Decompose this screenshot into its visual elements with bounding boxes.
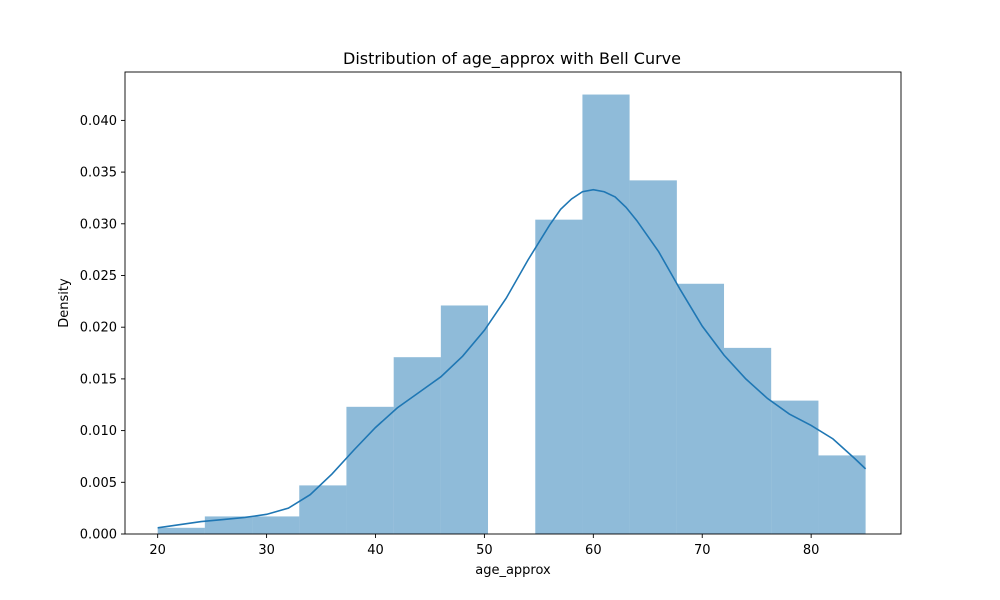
kde-curve [157, 188, 867, 529]
y-tick-label: 0.000 [80, 528, 117, 543]
x-tick-label: 80 [803, 543, 820, 558]
histogram-bar [629, 180, 677, 534]
histogram-bar [535, 219, 583, 534]
x-axis-ticks: 20 30 40 50 60 70 80 [149, 534, 819, 558]
histogram-bar [582, 94, 630, 534]
x-axis-label: age_approx [475, 563, 551, 578]
y-tick-label: 0.020 [80, 321, 117, 336]
histogram-bar [252, 516, 300, 534]
y-tick-label: 0.035 [80, 166, 117, 181]
histogram-bar [157, 527, 205, 534]
x-tick-label: 30 [258, 543, 275, 558]
x-tick-label: 20 [149, 543, 166, 558]
histogram-bar [771, 400, 819, 534]
y-tick-label: 0.030 [80, 217, 117, 232]
x-tick-label: 50 [476, 543, 493, 558]
y-tick-label: 0.005 [80, 476, 117, 491]
y-tick-label: 0.040 [80, 114, 117, 129]
x-tick-label: 60 [585, 543, 602, 558]
y-axis-label: Density [57, 278, 72, 328]
histogram-bar [818, 455, 866, 534]
y-tick-label: 0.010 [80, 424, 117, 439]
plot-frame [124, 71, 902, 535]
x-tick-label: 40 [367, 543, 384, 558]
histogram-bar [299, 485, 347, 534]
y-tick-label: 0.015 [80, 372, 117, 387]
histogram-bar [440, 305, 489, 534]
histogram-bar [676, 283, 725, 534]
histogram-bar [346, 406, 394, 534]
y-axis-ticks: 0.000 0.005 0.010 0.015 0.020 0.025 0.030 0.035… [80, 114, 125, 543]
histogram-bar [393, 357, 441, 534]
y-tick-label: 0.025 [80, 269, 117, 284]
chart-title: Distribution of age_approx with Bell Cur… [343, 49, 681, 69]
x-tick-label: 70 [694, 543, 711, 558]
histogram-bars [157, 94, 866, 534]
histogram-bar [724, 347, 772, 534]
